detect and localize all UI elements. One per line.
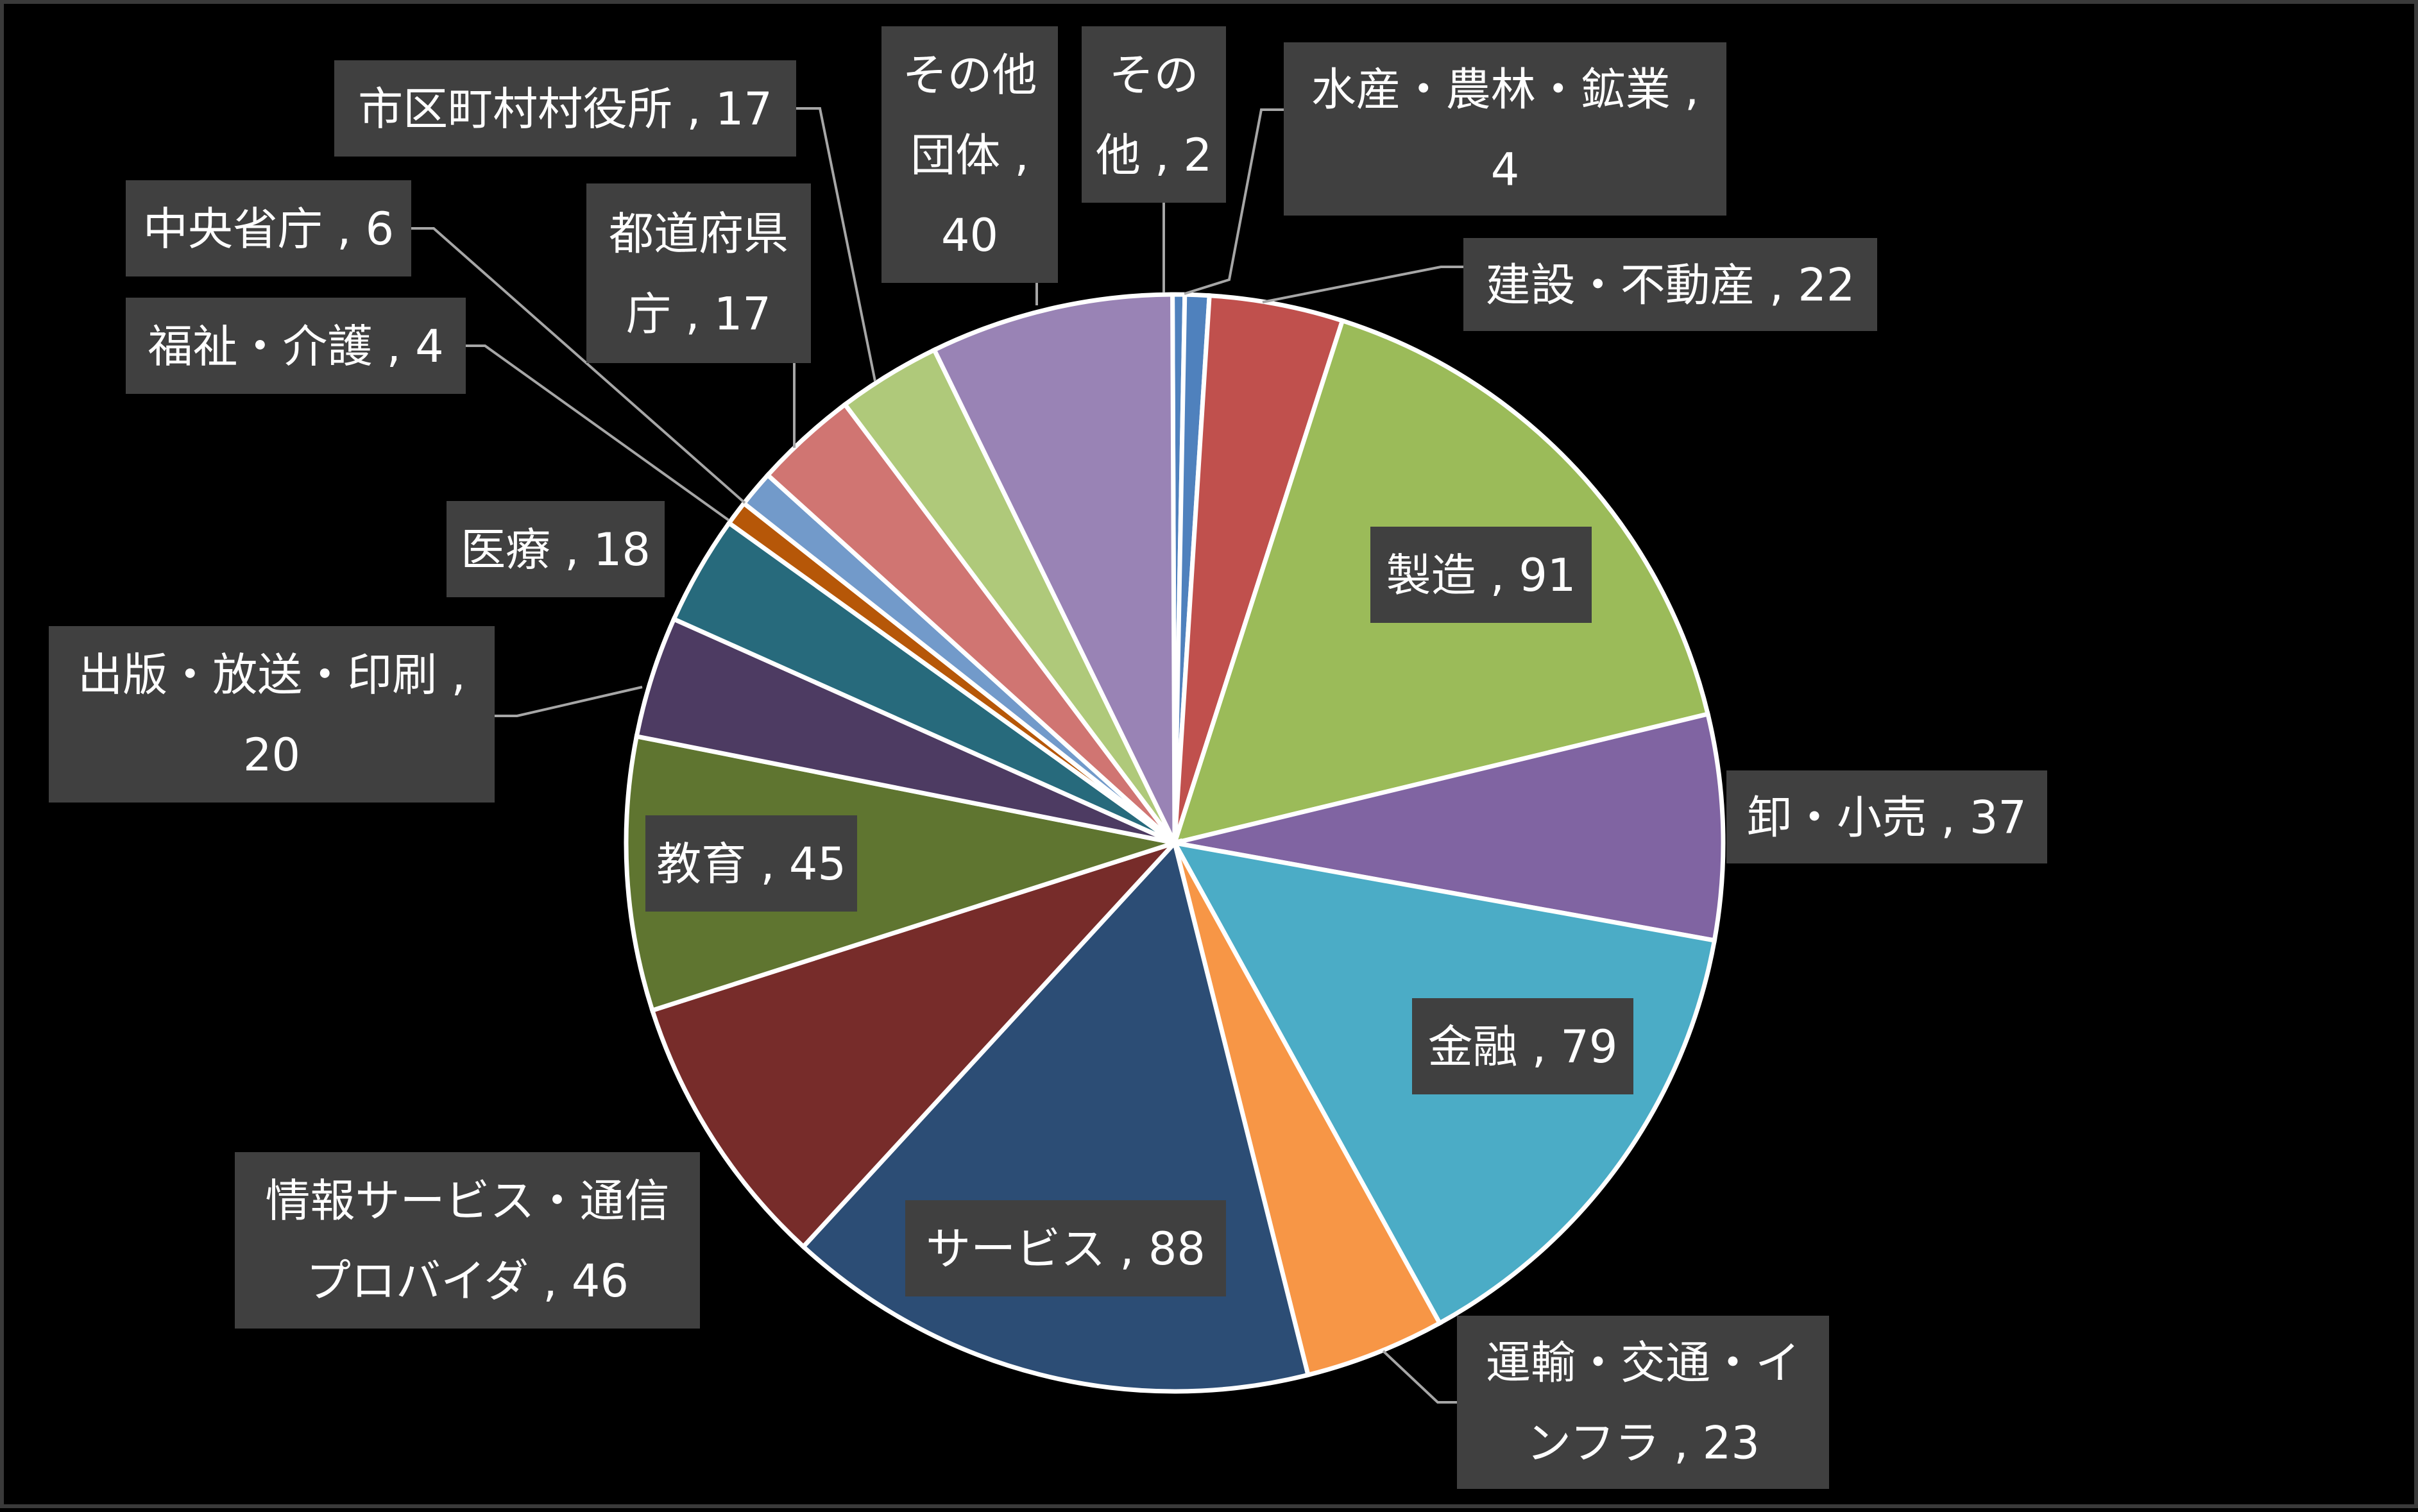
data-label-box (447, 501, 665, 597)
data-label-box (334, 60, 796, 157)
data-label-text: その他 (903, 49, 1037, 101)
leader-line-7 (1382, 1350, 1457, 1404)
data-label-text: 中央省庁 , 6 (143, 203, 394, 255)
data-label-text: 教育 , 45 (656, 838, 846, 890)
data-label-box (126, 180, 411, 276)
data-label-12: 医療 , 18 (447, 501, 665, 597)
pie-slice-7 (1172, 842, 1443, 1378)
data-label-box (1457, 1316, 1829, 1489)
data-label-2: 水産・農林・鉱業 , 4 (1284, 42, 1726, 216)
data-label-box (1463, 238, 1877, 331)
data-label-text: 40 (941, 209, 998, 262)
pie-slice-9 (649, 838, 1182, 1250)
data-label-text: 他 , 2 (1096, 129, 1212, 182)
data-label-text: 庁 , 17 (626, 288, 771, 341)
data-label-text: 卸・小売 , 37 (1747, 792, 2027, 844)
leader-line-3 (1262, 266, 1463, 303)
data-label-box (1082, 26, 1226, 203)
data-label-box (1284, 42, 1726, 216)
data-label-11: 出版・放送・印刷 , 20 (49, 626, 495, 803)
data-label-text: 水産・農林・鉱業 , (1311, 64, 1699, 116)
data-label-box (126, 298, 466, 394)
leader-lines (411, 107, 1463, 1404)
data-label-box (586, 183, 811, 363)
leader-line-11 (495, 686, 643, 717)
data-label-text: 団体 , (910, 129, 1029, 182)
data-label-text: サービス , 88 (926, 1223, 1205, 1275)
leader-line-2 (1184, 108, 1284, 295)
data-label-14: 中央省庁 , 6 (126, 180, 411, 276)
pie-chart-svg: その他 , 2 水産・農林・鉱業 , 4 建設・不動産 , 22 製造 , 91 卸・小売… (49, 26, 2047, 1489)
data-label-text: 4 (1491, 144, 1520, 196)
data-label-box (49, 626, 495, 803)
data-label-13: 福祉・介護 , 4 (126, 298, 466, 394)
data-label-box (881, 26, 1058, 283)
data-label-5: 卸・小売 , 37 (1726, 770, 2047, 863)
data-label-box (905, 1200, 1226, 1296)
data-label-box (645, 815, 857, 912)
data-label-box (1370, 527, 1592, 623)
pie-slice-17 (931, 292, 1177, 844)
data-label-text: 運輸・交通・イ (1486, 1337, 1800, 1389)
data-labels: その他 , 2 水産・農林・鉱業 , 4 建設・不動産 , 22 製造 , 91 卸・小売… (49, 26, 2047, 1489)
data-label-text: 製造 , 91 (1386, 549, 1576, 602)
data-label-text: 金融 , 79 (1428, 1021, 1618, 1073)
data-label-box (1412, 998, 1633, 1094)
data-label-text: ンフラ , 23 (1526, 1417, 1760, 1470)
data-label-text: 福祉・介護 , 4 (148, 320, 443, 373)
data-label-text: プロバイダ , 46 (306, 1255, 629, 1307)
data-label-text: 建設・不動産 , 22 (1486, 259, 1855, 312)
data-label-text: 医療 , 18 (461, 523, 651, 576)
data-label-box (235, 1152, 700, 1329)
data-label-box (1726, 770, 2047, 863)
data-label-text: 出版・放送・印刷 , (78, 649, 466, 701)
data-label-text: 都道府県 (609, 208, 788, 260)
leader-line-13 (466, 344, 730, 522)
leader-line-14 (411, 227, 746, 504)
data-label-8: サービス , 88 (905, 1200, 1226, 1296)
data-label-text: 市区町村村役所 , 17 (358, 83, 772, 135)
data-label-16: 市区町村村役所 , 17 (334, 60, 796, 157)
data-label-3: 建設・不動産 , 22 (1463, 238, 1877, 331)
data-label-10: 教育 , 45 (645, 815, 857, 912)
data-label-text: 20 (243, 729, 300, 781)
leader-line-16 (796, 107, 876, 382)
data-label-1: その他 , 2 (1082, 26, 1226, 203)
data-label-6: 金融 , 79 (1412, 998, 1633, 1094)
pie-slice-5 (1174, 711, 1726, 944)
data-label-text: 情報サービス・通信 (266, 1175, 670, 1227)
pie-slice-10 (624, 733, 1184, 1014)
data-label-text: その (1109, 49, 1199, 101)
data-label-4: 製造 , 91 (1370, 527, 1592, 623)
